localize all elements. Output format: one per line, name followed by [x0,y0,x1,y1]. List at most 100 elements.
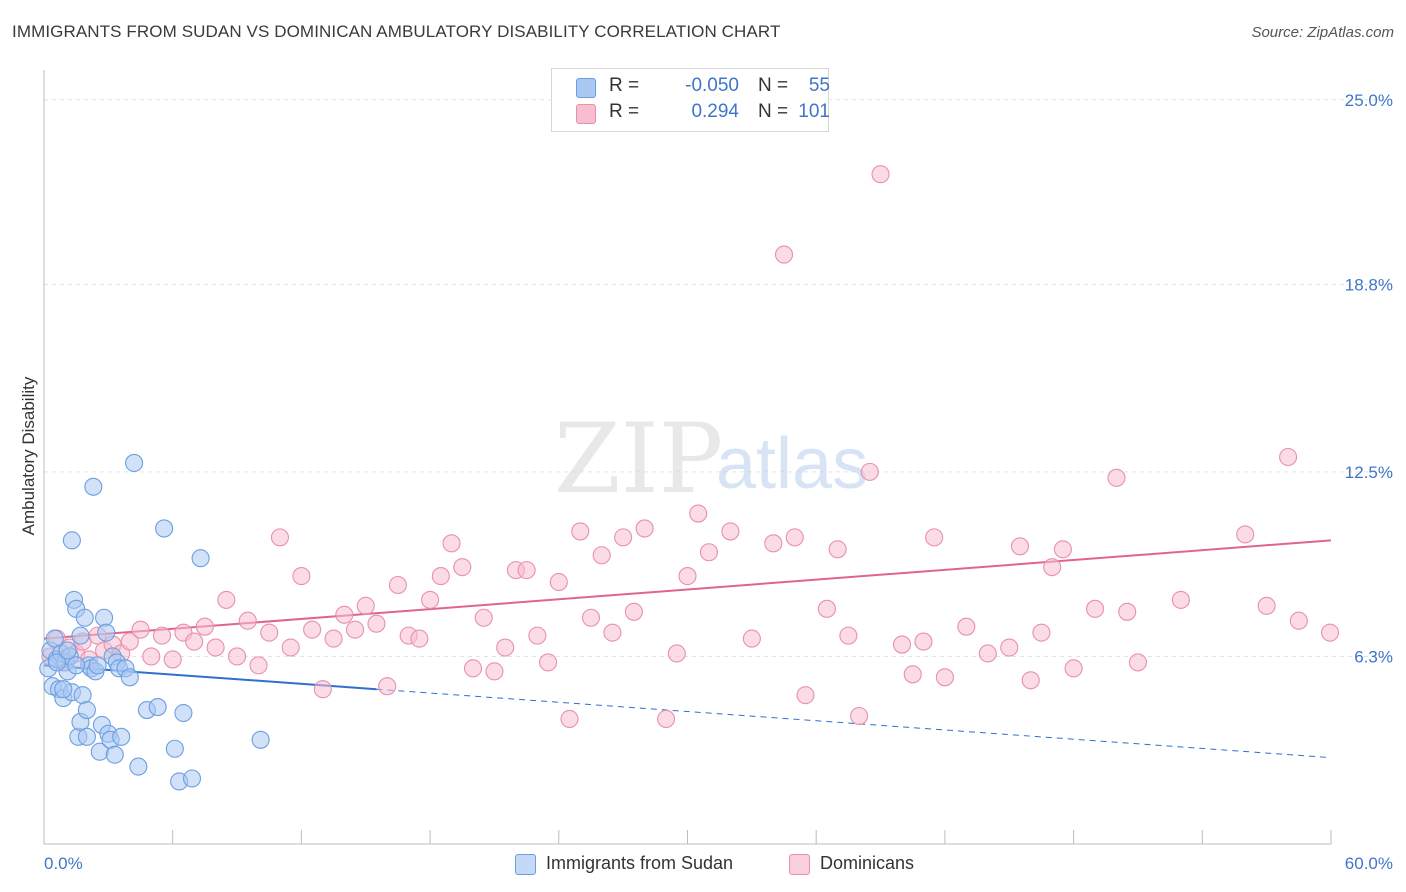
dominican-point [549,572,568,592]
dominican-point [378,677,397,696]
sudan-point [67,656,86,675]
sudan-point [125,453,144,473]
dominican-point [614,528,633,547]
dominican-point [689,504,708,523]
dominican-point [1257,596,1276,615]
sudan-point [148,698,167,717]
dominican-point [592,546,611,565]
dominican-point [656,709,676,729]
dominican-point [388,575,407,595]
gridlines [44,99,1391,657]
source-note: Source: ZipAtlas.com [1251,24,1394,41]
dominican-point [785,528,804,547]
sudan-point [45,629,64,648]
dominican-point [1021,671,1040,690]
dominican-point [581,608,601,627]
dominican-point [678,567,697,586]
sudan-point [54,680,73,699]
legend-r-value: -0.050 [685,75,739,96]
sudan-point [165,739,184,758]
dominican-point [238,611,257,630]
y-tick-label: 18.8% [1345,275,1393,294]
sudan-point [120,668,139,687]
y-tick-label: 12.5% [1345,463,1393,482]
dominican-point [699,543,719,562]
dominican-point [571,522,590,541]
dominican-point [421,590,440,609]
dominican-point [442,534,461,553]
watermark: ZIP atlas [554,403,868,515]
watermark-zip: ZIP [554,403,723,515]
dominican-point [474,608,493,627]
dominican-point [281,638,300,657]
dominican-point [410,629,429,648]
dominican-point [217,590,236,609]
sudan-point [97,623,116,642]
dominican-point [925,528,944,547]
dominican-point [195,617,214,636]
dominican-point [1320,623,1340,642]
dominican-point [270,528,290,547]
y-axis-title: Ambulatory Disability [19,376,38,535]
dominican-point [560,709,579,729]
dominican-point [335,605,354,624]
dominican-point [603,623,622,642]
dominican-point [796,686,815,705]
dominican-point [624,602,643,621]
x-tick-label: 60.0% [1345,854,1393,873]
dominican-point [1032,623,1051,642]
sudan-point [112,727,131,746]
dominican-point [764,534,783,553]
dominican-point [260,623,279,642]
sudan-point [71,626,90,645]
dominican-point [1000,638,1019,657]
sudan-point [88,656,107,675]
dominican-point [1128,653,1147,672]
dominican-point [131,620,150,639]
dominican-point [496,638,515,657]
dominican-point [453,558,472,577]
bottom-legend-label: Dominicans [820,853,915,873]
dominican-point [1053,540,1072,559]
legend-r-label: R = [609,101,640,122]
dominican-point [914,632,933,651]
sudan-point [75,608,94,627]
legend-n-value: 55 [808,75,830,96]
dominican-point [935,668,954,687]
sudan-point [62,531,81,550]
dominican-point [142,647,161,666]
dominican-point [860,462,879,481]
dominican-point [463,659,483,678]
dominican-point [850,706,869,726]
dominican-point [185,632,204,651]
sudan-point [73,686,92,705]
dominican-point [1086,599,1105,618]
dominican-point [292,567,311,586]
dominican-point [367,614,386,633]
sudan-point [84,477,103,496]
legend-r-value: 0.294 [691,101,739,122]
sudan-point [58,641,77,660]
y-tick-label: 6.3% [1354,647,1393,666]
dominican-point [228,647,247,666]
data-points [39,165,1340,791]
sudan-point [77,727,96,746]
watermark-atlas: atlas [716,424,868,504]
dominican-point [978,644,997,663]
sudan-point [129,757,148,776]
bottom-legend-swatch-sudan [515,854,536,875]
legend-n-value: 101 [798,101,830,122]
dominican-point [324,629,343,648]
dominican-point [667,644,686,663]
sudan-point [155,519,174,538]
dominican-point [431,567,450,586]
sudan-point [182,769,202,788]
dominican-point [303,620,322,639]
bottom-legend-swatch-dominicans [789,854,810,875]
dominican-point [957,617,976,636]
chart-title: IMMIGRANTS FROM SUDAN VS DOMINICAN AMBUL… [12,22,781,41]
dominican-point [206,638,225,657]
dominican-point [528,626,547,645]
y-tick-labels: 6.3% 12.5% 18.8% 25.0% [1345,91,1393,667]
